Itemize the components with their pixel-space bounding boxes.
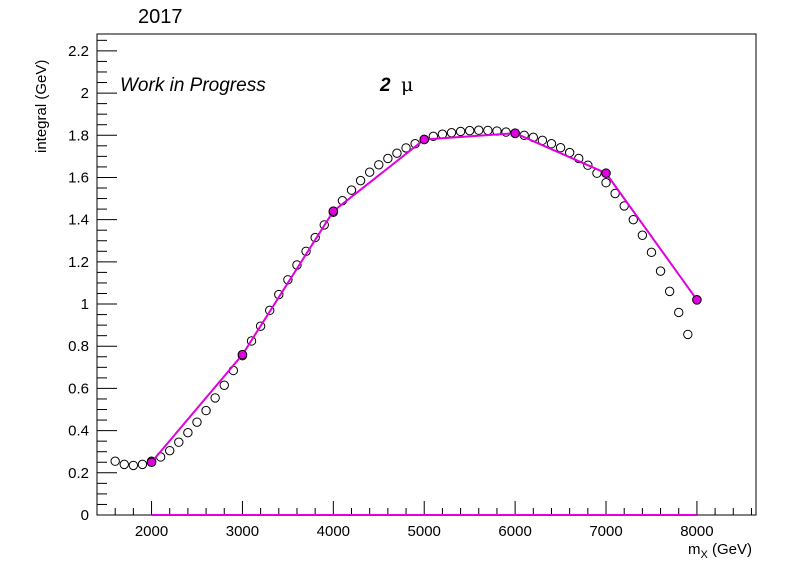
open-marker-point <box>401 143 411 153</box>
open-marker-point <box>555 143 566 153</box>
x-axis-title-main: m <box>688 541 701 558</box>
open-marker-point <box>128 460 139 471</box>
open-marker-point <box>183 428 193 438</box>
open-marker-point <box>601 178 611 188</box>
plot-frame <box>96 33 757 516</box>
x-tick-label: 5000 <box>408 523 441 540</box>
chart-title: 2017 <box>138 6 183 28</box>
fit-point <box>146 457 157 468</box>
open-marker-point <box>110 456 120 466</box>
open-marker-point <box>246 336 257 346</box>
fit-line <box>150 132 698 463</box>
open-marker-point <box>583 160 593 170</box>
fit-point <box>692 295 702 305</box>
y-tick-label: 0.6 <box>68 380 89 397</box>
open-marker-point <box>119 459 129 470</box>
annotation-work-in-progress: Work in Progress <box>120 75 266 96</box>
open-marker-point <box>664 286 675 297</box>
y-tick-label: 1.2 <box>68 254 89 271</box>
fit-point <box>328 206 339 217</box>
x-axis-title-unit: (GeV) <box>708 541 752 558</box>
open-marker-point <box>483 125 493 136</box>
series-layer <box>110 125 702 516</box>
y-tick-label: 1.8 <box>68 127 89 144</box>
y-tick-label: 0 <box>81 507 89 524</box>
y-tick-label: 0.4 <box>68 423 89 440</box>
open-marker-point <box>646 247 657 258</box>
y-tick-label: 2 <box>81 85 89 102</box>
open-marker-point <box>174 437 184 447</box>
open-marker-point <box>310 232 320 243</box>
x-tick-label: 8000 <box>680 523 713 540</box>
annotation-particle: μ <box>401 74 413 96</box>
x-tick-label: 3000 <box>226 523 259 540</box>
y-tick-label: 0.2 <box>68 465 89 482</box>
y-axis-title: integral (GeV) <box>33 60 50 153</box>
open-marker-point <box>219 380 229 390</box>
open-marker-point <box>546 139 557 149</box>
open-marker-point <box>455 126 466 137</box>
open-marker-point <box>165 445 175 456</box>
open-marker-point <box>446 128 457 138</box>
fit-point <box>510 128 520 138</box>
open-marker-point <box>201 405 211 416</box>
open-marker-point <box>610 188 620 199</box>
x-axis-tick-labels: 2000 3000 4000 5000 6000 7000 8000 <box>135 523 714 540</box>
open-marker-point <box>683 329 693 340</box>
x-tick-label: 4000 <box>317 523 350 540</box>
y-tick-label: 0.8 <box>68 338 89 355</box>
open-marker-point <box>637 230 648 240</box>
y-tick-label: 1.4 <box>68 212 89 229</box>
x-axis-title-sub: X <box>700 549 708 561</box>
open-marker-point <box>383 153 393 164</box>
annotation-count: 2 <box>379 75 391 96</box>
open-marker-point <box>374 160 384 170</box>
open-marker-point <box>674 307 684 318</box>
fit-point <box>237 349 248 360</box>
open-marker-point <box>364 167 375 177</box>
open-marker-point <box>474 125 484 135</box>
open-marker-point <box>265 305 275 316</box>
open-marker-point <box>655 266 666 276</box>
y-tick-label: 1.6 <box>68 169 89 186</box>
open-marker-point <box>428 131 439 142</box>
x-axis-title: mX (GeV) <box>688 541 752 561</box>
x-tick-label: 2000 <box>135 523 168 540</box>
open-marker-point <box>501 127 511 137</box>
x-tick-label: 6000 <box>498 523 531 540</box>
open-marker-point <box>210 393 220 403</box>
fit-point <box>601 168 611 179</box>
open-marker-point <box>137 459 148 470</box>
y-axis-ticks <box>97 39 117 516</box>
open-marker-point <box>464 125 475 136</box>
open-marker-point <box>628 214 638 225</box>
open-marker-point <box>192 417 202 427</box>
y-tick-label: 2.2 <box>68 43 89 60</box>
y-tick-label: 1 <box>81 296 89 313</box>
open-marker-point <box>255 321 266 331</box>
open-marker-point <box>392 148 402 158</box>
open-marker-point <box>319 220 329 230</box>
y-axis-tick-labels: 0 0.2 0.4 0.6 0.8 1 1.2 1.4 1.6 1.8 2 2.2 <box>68 43 89 524</box>
fit-point <box>419 134 430 145</box>
x-axis-ticks <box>96 501 752 515</box>
x-tick-label: 7000 <box>589 523 622 540</box>
open-marker-point <box>355 175 366 186</box>
open-marker-point <box>346 185 357 195</box>
